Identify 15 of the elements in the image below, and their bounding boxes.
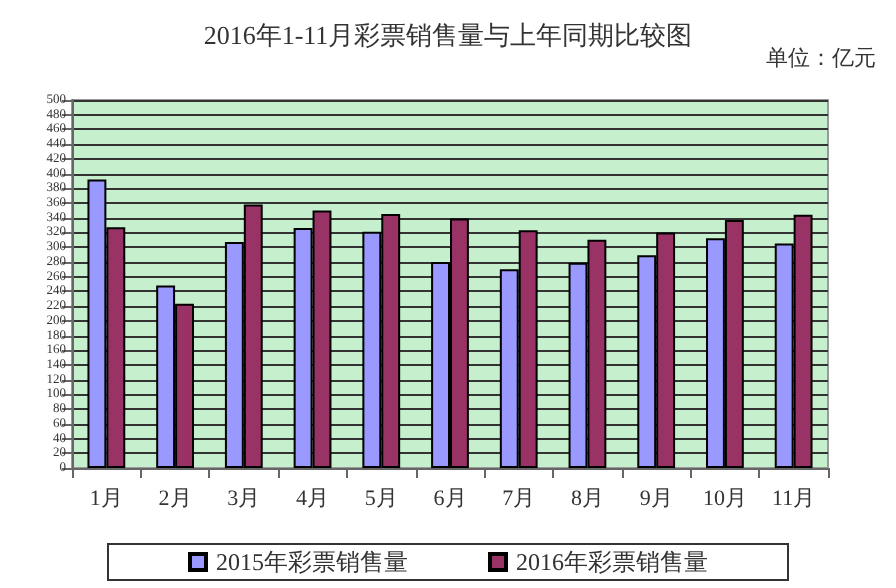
x-tick-label: 10月: [702, 487, 747, 511]
chart-title: 2016年1-11月彩票销售量与上年同期比较图: [203, 20, 693, 50]
x-tick-label: 9月: [639, 487, 673, 511]
x-tick-label: 7月: [502, 487, 536, 511]
x-tick-label: 3月: [227, 487, 261, 511]
x-tick-label: 6月: [433, 487, 467, 511]
text: 单位：亿元: [766, 45, 876, 71]
x-tick-label: 2月: [158, 487, 192, 511]
x-tick-label: 11月: [772, 487, 816, 511]
x-tick-label: 5月: [364, 487, 398, 511]
x-tick-label: 1月: [89, 487, 123, 511]
legend-label: 2015年彩票销售量: [216, 548, 408, 576]
x-tick-label: 4月: [296, 487, 330, 511]
legend-label: 2016年彩票销售量: [516, 548, 708, 576]
x-tick-label: 8月: [570, 487, 604, 511]
